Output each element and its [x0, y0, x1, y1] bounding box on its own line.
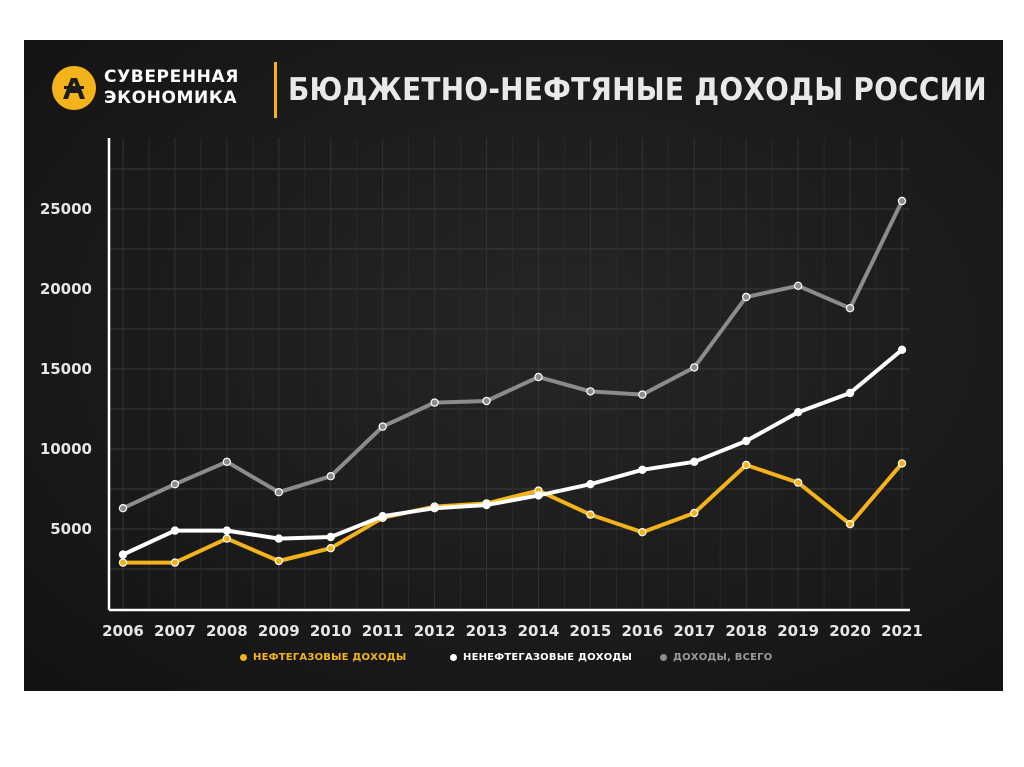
- data-point: [742, 436, 751, 446]
- legend-marker-icon: [450, 654, 457, 661]
- data-point: [534, 372, 543, 382]
- chart-header: СУВЕРЕННАЯ ЭКОНОМИКА БЮДЖЕТНО-НЕФТЯНЫЕ Д…: [52, 62, 992, 118]
- data-point: [793, 408, 803, 417]
- data-point: [690, 363, 699, 372]
- x-tick-label: 2017: [673, 622, 715, 640]
- x-tick-label: 2021: [881, 622, 923, 640]
- data-point: [378, 422, 387, 431]
- data-point: [742, 460, 751, 470]
- series-line: [121, 347, 904, 557]
- axes: [107, 138, 910, 612]
- data-point: [222, 534, 232, 543]
- legend-label: ДОХОДЫ, ВСЕГО: [673, 652, 773, 663]
- x-tick-label: 2014: [518, 622, 560, 640]
- y-axis-ticks: 5000 10000 15000 20000 25000: [40, 200, 92, 538]
- data-point: [274, 556, 283, 566]
- legend-item: НЕНЕФТЕГАЗОВЫЕ ДОХОДЫ: [450, 652, 632, 663]
- y-tick-label: 15000: [40, 360, 92, 378]
- x-tick-label: 2006: [102, 622, 144, 640]
- data-point: [638, 390, 647, 399]
- brand-name: СУВЕРЕННАЯ ЭКОНОМИКА: [104, 67, 274, 109]
- data-point: [793, 281, 803, 290]
- x-tick-label: 2008: [206, 622, 248, 640]
- chart-card: СУВЕРЕННАЯ ЭКОНОМИКА БЮДЖЕТНО-НЕФТЯНЫЕ Д…: [24, 40, 1003, 691]
- data-point: [742, 292, 751, 302]
- x-tick-label: 2012: [414, 622, 456, 640]
- brand-line-1: СУВЕРЕННАЯ: [104, 67, 239, 87]
- series-line: [121, 461, 904, 565]
- x-tick-label: 2013: [466, 622, 508, 640]
- x-tick-label: 2015: [570, 622, 612, 640]
- x-tick-label: 2011: [362, 622, 404, 640]
- data-point: [378, 512, 387, 521]
- series: [118, 196, 907, 567]
- data-point: [482, 396, 491, 406]
- legend-marker-icon: [240, 654, 247, 661]
- data-point: [118, 504, 128, 513]
- data-point: [326, 472, 335, 481]
- data-point: [638, 528, 647, 537]
- y-tick-label: 25000: [40, 200, 92, 218]
- data-point: [690, 508, 699, 518]
- x-tick-label: 2018: [725, 622, 767, 640]
- data-point: [326, 532, 335, 542]
- data-point: [586, 387, 595, 396]
- y-tick-label: 5000: [50, 520, 92, 538]
- x-tick-label: 2007: [154, 622, 196, 640]
- legend-label: НЕНЕФТЕГАЗОВЫЕ ДОХОДЫ: [463, 652, 633, 663]
- data-point: [638, 465, 647, 474]
- data-point: [897, 459, 907, 468]
- data-point: [222, 457, 232, 466]
- data-point: [274, 488, 283, 497]
- x-tick-label: 2009: [258, 622, 300, 640]
- y-tick-label: 20000: [40, 280, 92, 298]
- x-tick-label: 2020: [829, 622, 871, 640]
- y-tick-label: 10000: [40, 440, 92, 458]
- data-point: [118, 550, 128, 559]
- logo-emblem-icon: [54, 68, 94, 108]
- data-point: [793, 478, 803, 487]
- data-point: [170, 480, 180, 489]
- data-point: [222, 526, 232, 535]
- data-point: [534, 491, 543, 500]
- data-point: [274, 534, 283, 543]
- data-point: [170, 526, 180, 535]
- data-point: [845, 520, 855, 529]
- x-tick-label: 2010: [310, 622, 352, 640]
- data-point: [326, 544, 335, 553]
- data-point: [845, 304, 855, 313]
- data-point: [897, 196, 907, 206]
- x-axis-ticks: 2006 2007 2008 2009 2010 2011 2012 2013 2014 2015…: [102, 622, 923, 640]
- data-point: [118, 558, 128, 567]
- grid: [109, 138, 910, 610]
- legend-item: ДОХОДЫ, ВСЕГО: [660, 652, 772, 663]
- data-point: [170, 558, 180, 567]
- data-point: [586, 510, 595, 519]
- data-point: [586, 480, 595, 489]
- series-line: [121, 199, 904, 511]
- data-point: [430, 504, 439, 513]
- legend-label: НЕФТЕГАЗОВЫЕ ДОХОДЫ: [253, 652, 407, 663]
- data-point: [845, 388, 855, 398]
- legend-item: НЕФТЕГАЗОВЫЕ ДОХОДЫ: [240, 652, 406, 663]
- brand-line-2: ЭКОНОМИКА: [104, 88, 238, 108]
- x-tick-label: 2016: [621, 622, 663, 640]
- legend: НЕФТЕГАЗОВЫЕ ДОХОДЫ НЕНЕФТЕГАЗОВЫЕ ДОХОДЫ…: [240, 652, 800, 668]
- data-point: [482, 500, 491, 510]
- brand-logo: [52, 66, 96, 110]
- data-point: [430, 398, 439, 407]
- legend-marker-icon: [660, 654, 667, 661]
- data-point: [897, 345, 907, 354]
- header-divider: [274, 62, 277, 118]
- data-point: [690, 457, 699, 466]
- x-tick-label: 2019: [777, 622, 819, 640]
- chart-title: БЮДЖЕТНО-НЕФТЯНЫЕ ДОХОДЫ РОССИИ: [288, 72, 987, 108]
